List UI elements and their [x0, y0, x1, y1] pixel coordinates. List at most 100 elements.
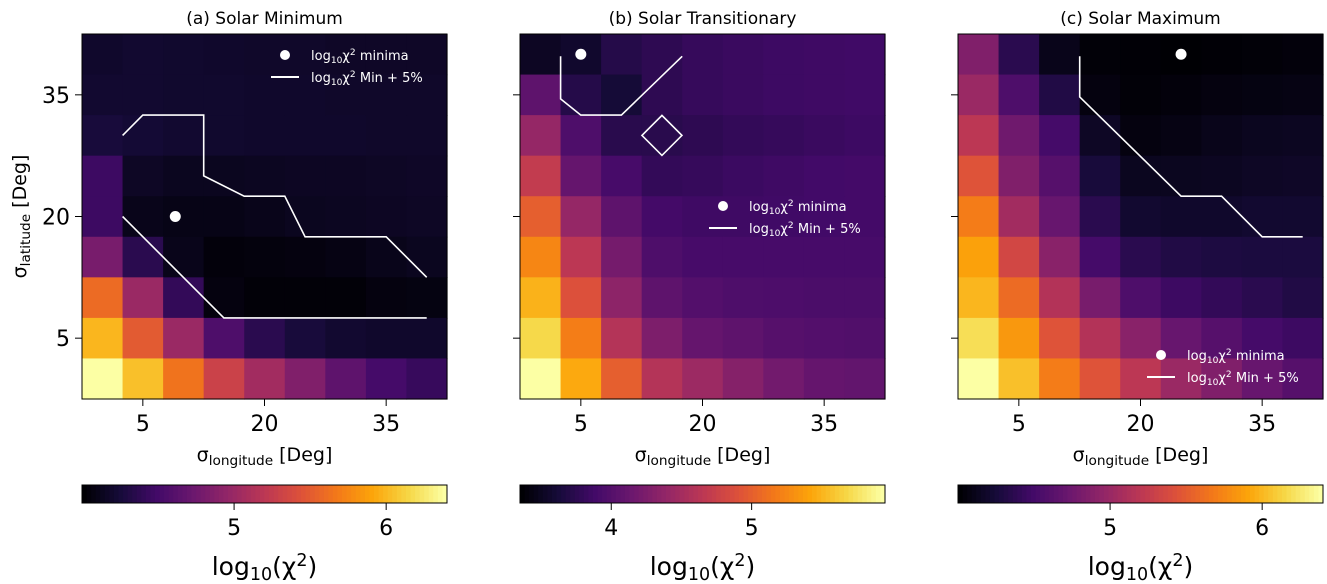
heatmap-cell — [641, 74, 683, 116]
colorbar-swatch — [825, 485, 831, 503]
colorbar-label-text: log — [212, 552, 250, 581]
colorbar-swatch — [1318, 485, 1324, 503]
colorbar-swatch — [994, 485, 1000, 503]
colorbar-swatch — [123, 485, 129, 503]
colorbar-label-text: (χ — [1148, 552, 1172, 581]
heatmap-cell — [203, 74, 245, 116]
colorbar-swatch — [524, 485, 530, 503]
heatmap-cell — [722, 317, 764, 360]
colorbar-swatch — [976, 485, 982, 503]
colorbar-label-text: (χ — [272, 552, 296, 581]
heatmap-cell — [244, 34, 286, 76]
heatmap-cell — [998, 155, 1040, 197]
colorbar-swatch — [807, 485, 813, 503]
colorbar-swatch — [561, 485, 567, 503]
heatmap-cell — [682, 277, 724, 319]
heatmap-cell — [1160, 196, 1202, 238]
heatmap-cell — [1079, 74, 1121, 116]
colorbar-swatch — [1213, 485, 1219, 503]
legend-text: log — [749, 200, 769, 215]
colorbar-swatch — [1131, 485, 1137, 503]
colorbar-swatch — [679, 485, 685, 503]
colorbar-swatch — [1281, 485, 1287, 503]
heatmap-cell — [365, 196, 408, 238]
heatmap-cell — [998, 236, 1040, 278]
heatmap-cell — [803, 317, 846, 360]
colorbar-swatch — [1181, 485, 1187, 503]
legend-label-contour: log10χ2 Min + 5% — [311, 70, 423, 88]
colorbar-swatch — [437, 485, 443, 503]
colorbar-swatch — [1062, 485, 1068, 503]
heatmap-cell — [1039, 34, 1081, 76]
heatmap-cell — [958, 277, 1000, 319]
colorbar-swatch — [1003, 485, 1009, 503]
colorbar-swatch — [278, 485, 284, 503]
colorbar-swatch — [757, 485, 763, 503]
heatmap-cell — [763, 236, 805, 278]
heatmap-cell — [203, 196, 245, 238]
colorbar-swatch — [223, 485, 229, 503]
heatmap-cell — [163, 115, 205, 157]
heatmap-cell — [844, 74, 886, 116]
colorbar-swatch — [364, 485, 370, 503]
heatmap-cell — [1282, 34, 1324, 76]
legend-text: χ — [780, 200, 788, 215]
heatmap-cell — [560, 277, 602, 319]
colorbar-swatch — [1177, 485, 1183, 503]
heatmap-cell — [1120, 196, 1162, 238]
contour-line — [122, 114, 428, 278]
heatmap-cell — [244, 196, 286, 238]
heatmap-cell — [122, 34, 164, 76]
x-tick-label: 5 — [136, 412, 150, 437]
colorbar-3: 5 6 log10(χ2) — [957, 484, 1324, 584]
colorbar-swatch — [661, 485, 667, 503]
colorbar-swatch — [638, 485, 644, 503]
heatmap-cell — [1282, 317, 1324, 360]
colorbar-swatch — [1263, 485, 1269, 503]
colorbar-swatch — [1094, 485, 1100, 503]
heatmap-cell — [682, 34, 724, 76]
heatmap-cell — [958, 34, 1000, 76]
colorbar-swatch — [228, 485, 234, 503]
heatmap-cell — [1282, 358, 1324, 400]
legend-sup: 2 — [788, 221, 794, 231]
colorbar-swatch — [332, 485, 338, 503]
y-axis-label-subscript: latitude — [18, 214, 34, 266]
heatmap-cell — [163, 358, 205, 400]
heatmap-cell — [1079, 358, 1121, 400]
heatmap-cell — [601, 196, 643, 238]
x-axis-label-unit: [Deg] — [711, 444, 770, 466]
colorbar-swatch — [433, 485, 439, 503]
colorbar-swatch — [1259, 485, 1265, 503]
heatmap-cell — [560, 115, 602, 157]
x-tick-label: 5 — [574, 412, 588, 437]
heatmap-cell — [641, 317, 683, 360]
heatmap-cell — [958, 155, 1000, 197]
heatmap-cell — [958, 236, 1000, 278]
heatmap-cell — [325, 196, 367, 238]
colorbar-swatch — [1218, 485, 1224, 503]
heatmap-cell — [325, 155, 367, 197]
colorbar-swatch — [214, 485, 220, 503]
heatmap-cell — [365, 34, 408, 76]
heatmap-cell — [1282, 196, 1324, 238]
heatmap-cell — [722, 196, 764, 238]
heatmap-cell — [641, 115, 683, 157]
heatmap-cell — [1282, 155, 1324, 197]
colorbar-label-text: ) — [307, 552, 317, 581]
x-axis-label: σlongitude [Deg] — [1073, 444, 1209, 469]
heatmap-cell — [1079, 155, 1121, 197]
heatmap-cell — [122, 317, 164, 360]
colorbar-swatch — [556, 485, 562, 503]
heatmap-cell — [325, 358, 367, 400]
heatmap-cell — [803, 115, 846, 157]
colorbar-swatch — [305, 485, 311, 503]
colorbar-swatch — [282, 485, 288, 503]
colorbar-swatch — [1186, 485, 1192, 503]
colorbar-swatch — [1309, 485, 1315, 503]
heatmap-cell — [82, 74, 124, 116]
legend-sub: 10 — [769, 229, 781, 239]
colorbar-label: log10(χ2) — [1088, 551, 1194, 584]
